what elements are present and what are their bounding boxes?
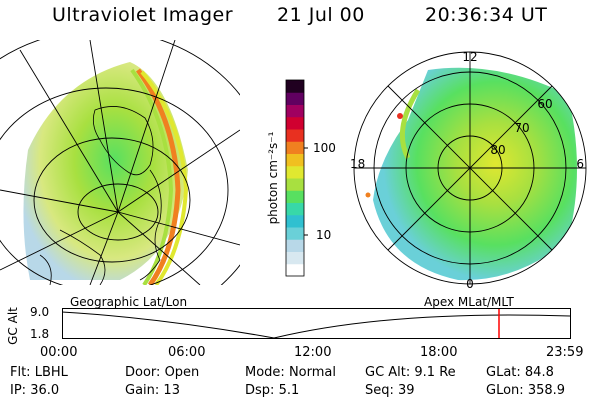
timeline-y-label: GC Alt [6,307,20,345]
geographic-map-label: Geographic Lat/Lon [70,295,188,309]
mlt-label-0: 0 [466,277,474,290]
info-glat: GLat: 84.8 [486,365,554,380]
colorbar-swatch [286,80,304,93]
info-gain: Gain: 13 [125,383,180,398]
info-filter: Flt: LBHL [10,365,68,380]
altitude-curve [62,311,571,339]
timeline-x-tick-2: 12:00 [294,345,332,360]
info-gc-alt: GC Alt: 9.1 Re [365,365,456,380]
timeline-x-tick-3: 18:00 [420,345,458,360]
info-glon: GLon: 358.9 [486,383,566,398]
colorbar-tick-10: 10 [316,228,332,242]
apex-mlat-mlt-map: 12 18 6 0 60 70 80 [350,50,587,290]
colorbar-tick-100: 100 [313,141,336,155]
lat-lon-grid [0,40,240,285]
colorbar-swatch [286,153,304,167]
timeline-y-tick-min: 1.8 [30,327,50,341]
colorbar-swatch [286,202,304,216]
instrument-title: Ultraviolet Imager [52,4,234,26]
timeline-x-tick-0: 00:00 [40,345,78,360]
aurora-emission-region [373,67,577,281]
apex-map-label: Apex MLat/MLT [424,295,514,309]
colorbar-swatch [286,104,304,118]
date-label: 21 Jul 00 [277,4,365,26]
mlat-mlt-grid [353,51,587,285]
info-door: Door: Open [125,365,200,380]
aurora-oval-arc [135,68,181,285]
mlat-label-70: 70 [514,121,529,135]
mlt-label-18: 18 [350,157,365,171]
colorbar-swatch [286,129,304,142]
timeline-y-tick-max: 9.0 [30,305,50,319]
colorbar-swatch [286,178,304,191]
colorbar-swatch [286,227,304,240]
geographic-map-panel [0,40,240,285]
mlt-label-6: 6 [576,157,584,171]
colorbar-scale [286,80,304,277]
aurora-emission-region [23,62,188,280]
coastline-outlines [39,106,162,285]
orbit-altitude-timeline [62,308,571,339]
info-mode: Mode: Normal [245,365,336,380]
mlt-label-12: 12 [462,50,477,64]
colorbar-swatch [286,263,304,277]
colorbar-swatch [286,165,304,179]
time-label: 20:36:34 UT [425,4,548,26]
timeline-x-tick-1: 06:00 [168,345,206,360]
colorbar-swatch [286,116,304,130]
colorbar-swatch [286,190,304,203]
colorbar-panel [285,79,308,277]
colorbar-swatch [286,141,304,154]
colorbar-unit-label: photon cm⁻²s⁻¹ [266,131,280,225]
timeline-frame [62,308,571,339]
info-ip: IP: 36.0 [10,383,60,398]
mlat-label-60: 60 [537,97,552,111]
info-dsp: Dsp: 5.1 [245,383,300,398]
colorbar-swatch [286,251,304,265]
mlat-label-80: 80 [490,143,505,157]
colorbar-swatch [286,214,304,228]
timeline-x-tick-4: 23:59 [546,345,584,360]
colorbar-swatch [286,239,304,252]
info-seq: Seq: 39 [365,383,415,398]
colorbar-swatch [286,92,304,105]
